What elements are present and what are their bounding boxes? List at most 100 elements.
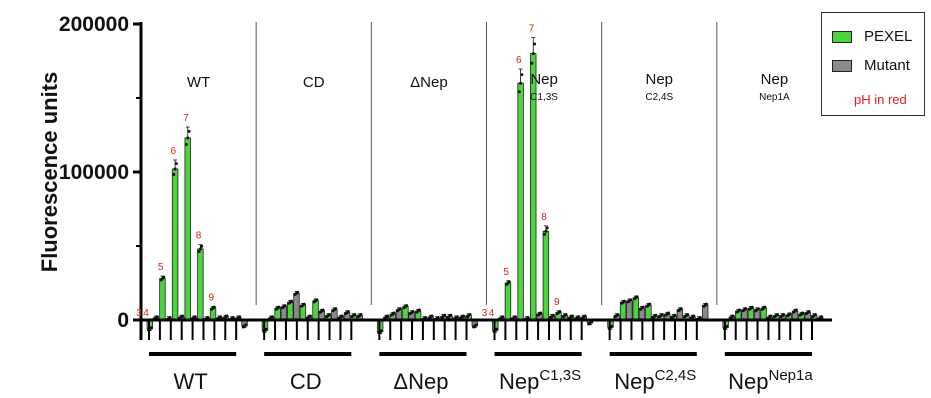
replicate-dot xyxy=(244,323,248,327)
replicate-dot xyxy=(468,312,472,316)
replicate-dot xyxy=(577,315,581,319)
replicate-dot xyxy=(321,308,325,312)
replicate-dot xyxy=(296,290,300,294)
replicate-dot xyxy=(520,73,524,77)
replicate-dot xyxy=(206,315,210,319)
replicate-dot xyxy=(186,136,190,140)
legend-label-pexel: PEXEL xyxy=(864,28,913,45)
replicate-dot xyxy=(315,298,319,302)
replicate-dot xyxy=(750,305,754,309)
panel-subtitle: Nep1A xyxy=(759,92,790,103)
pexel-bar xyxy=(517,82,524,321)
replicate-dot xyxy=(346,310,350,314)
replicate-dot xyxy=(353,312,357,316)
replicate-dot xyxy=(270,315,274,319)
replicate-dot xyxy=(172,172,176,176)
legend-item-mutant: Mutant xyxy=(832,57,910,74)
replicate-dot xyxy=(290,299,294,303)
replicate-dot xyxy=(801,311,805,315)
mutant-bar xyxy=(626,300,633,321)
mutant-bar xyxy=(293,292,300,321)
replicate-dot xyxy=(686,312,690,316)
replicate-dot xyxy=(495,327,499,331)
replicate-dot xyxy=(302,302,306,306)
group-label: NepC1,3S xyxy=(499,367,581,394)
pexel-bar xyxy=(632,297,639,321)
replicate-dot xyxy=(660,312,664,316)
replicate-dot xyxy=(654,313,658,317)
replicate-dot xyxy=(807,310,811,314)
replicate-dot xyxy=(359,312,363,316)
group-bracket xyxy=(494,352,582,356)
replicate-dot xyxy=(641,305,645,309)
replicate-dot xyxy=(264,327,268,331)
replicate-dot xyxy=(667,311,671,315)
replicate-dot xyxy=(558,310,562,314)
replicate-dot xyxy=(517,90,521,94)
pexel-bar xyxy=(504,282,512,321)
replicate-dot xyxy=(443,313,447,317)
replicate-dot xyxy=(531,52,535,56)
replicate-dot xyxy=(648,302,652,306)
panel-title: CD xyxy=(303,74,325,91)
y-tick-label: 200000 xyxy=(59,13,129,36)
replicate-dot xyxy=(507,280,511,284)
replicate-dot xyxy=(813,312,817,316)
y-tick-label: 0 xyxy=(117,309,129,332)
replicate-dot xyxy=(629,298,633,302)
replicate-dot xyxy=(788,312,792,316)
replicate-dot xyxy=(583,314,587,318)
replicate-dot xyxy=(526,315,530,319)
replicate-dot xyxy=(379,329,383,333)
replicate-dot xyxy=(539,311,543,315)
ph-label: 7 xyxy=(529,24,535,35)
replicate-dot xyxy=(704,302,708,306)
replicate-dot xyxy=(763,305,767,309)
replicate-dot xyxy=(174,162,178,166)
group-bracket xyxy=(264,352,352,356)
ph-label: 6 xyxy=(516,55,522,66)
replicate-dot xyxy=(564,312,568,316)
chart-legend: PEXEL Mutant pH in red xyxy=(821,12,925,116)
ph-label: 8 xyxy=(541,212,547,223)
replicate-dot xyxy=(635,295,639,299)
pexel-bar xyxy=(171,168,179,321)
replicate-dot xyxy=(181,314,185,318)
replicate-dot xyxy=(173,167,177,171)
replicate-dot xyxy=(474,323,478,327)
panel-title: WT xyxy=(187,74,210,91)
pexel-bar xyxy=(287,301,294,321)
replicate-dot xyxy=(155,315,159,319)
replicate-dot xyxy=(501,315,505,319)
group-bracket xyxy=(724,352,812,356)
replicate-dot xyxy=(794,308,798,312)
legend-note: pH in red xyxy=(854,92,907,107)
panel-title: Nep xyxy=(761,71,789,88)
replicate-dot xyxy=(277,305,281,309)
replicate-dot xyxy=(533,42,537,46)
replicate-dot xyxy=(184,143,188,147)
replicate-dot xyxy=(436,315,440,319)
ph-label: 5 xyxy=(158,262,164,273)
replicate-dot xyxy=(738,308,742,312)
replicate-dot xyxy=(334,307,338,311)
ph-label: 4 xyxy=(143,308,149,319)
replicate-dot xyxy=(543,232,547,236)
legend-label-mutant: Mutant xyxy=(864,57,910,74)
group-label: WT xyxy=(173,369,207,394)
ph-label: 9 xyxy=(554,297,560,308)
replicate-dot xyxy=(544,229,548,233)
replicate-dot xyxy=(398,307,402,311)
replicate-dot xyxy=(519,81,523,85)
ph-label: 4 xyxy=(489,308,495,319)
ph-label: 5 xyxy=(503,267,509,278)
legend-swatch-pexel xyxy=(832,30,852,43)
replicate-dot xyxy=(744,307,748,311)
replicate-dot xyxy=(197,250,201,254)
replicate-dot xyxy=(776,312,780,316)
replicate-dot xyxy=(231,315,235,319)
replicate-dot xyxy=(424,315,428,319)
replicate-dot xyxy=(212,305,216,309)
replicate-dot xyxy=(610,324,614,328)
